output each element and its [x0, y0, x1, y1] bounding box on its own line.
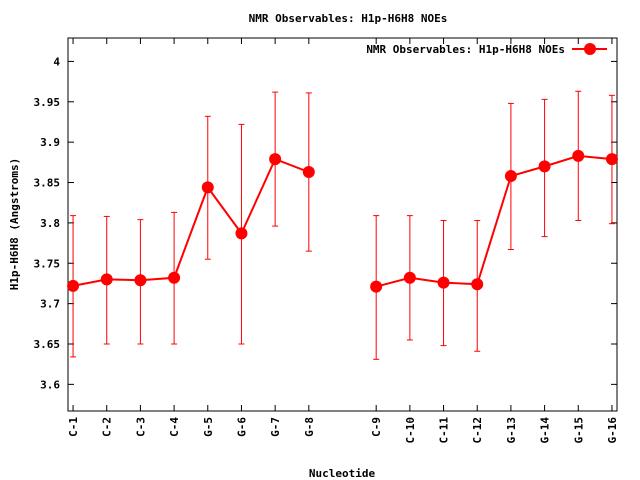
data-point [471, 278, 484, 291]
data-point [100, 273, 113, 286]
y-tick-label: 3.9 [40, 136, 60, 149]
x-tick-label: C-4 [168, 417, 181, 437]
x-tick-label: G-16 [606, 417, 619, 444]
x-tick-label: G-14 [539, 417, 552, 444]
data-point [370, 280, 383, 293]
x-axis-label: Nucleotide [309, 467, 376, 480]
data-point [134, 274, 147, 287]
data-point [538, 160, 551, 173]
data-point [168, 271, 181, 284]
x-tick-label: G-6 [235, 417, 248, 437]
x-tick-label: G-8 [303, 417, 316, 437]
x-tick-label: G-7 [269, 417, 282, 437]
x-tick-label: C-12 [471, 417, 484, 444]
chart-title: NMR Observables: H1p-H6H8 NOEs [249, 12, 448, 25]
data-point [403, 271, 416, 284]
data-point [201, 181, 214, 194]
data-point [605, 153, 618, 166]
x-tick-label: C-2 [101, 417, 114, 437]
data-point [504, 170, 517, 183]
y-tick-label: 4 [53, 55, 60, 68]
y-tick-label: 3.7 [40, 298, 60, 311]
data-point [269, 153, 282, 166]
plot-frame [67, 37, 618, 412]
x-tick-label: G-5 [202, 417, 215, 437]
x-tick-label: C-1 [67, 417, 80, 437]
x-tick-label: C-11 [438, 417, 451, 444]
legend-label: NMR Observables: H1p-H6H8 NOEs [366, 43, 565, 56]
data-point [437, 276, 450, 289]
legend-marker [584, 43, 596, 55]
y-axis-label: H1p-H6H8 (Angstroms) [8, 158, 21, 290]
y-tick-label: 3.65 [34, 338, 61, 351]
x-tick-label: G-15 [572, 417, 585, 444]
series-line [72, 157, 310, 287]
x-tick-label: G-13 [505, 417, 518, 444]
data-point [235, 227, 248, 240]
y-tick-label: 3.8 [40, 217, 60, 230]
x-tick-label: C-3 [134, 417, 147, 437]
y-tick-label: 3.85 [34, 177, 61, 190]
x-tick-label: C-10 [404, 417, 417, 444]
y-tick-label: 3.95 [34, 96, 61, 109]
data-point [67, 279, 80, 292]
data-point [302, 166, 315, 179]
y-tick-label: 3.75 [34, 257, 61, 270]
legend: NMR Observables: H1p-H6H8 NOEs [366, 43, 607, 56]
x-tick-label: C-9 [370, 417, 383, 437]
y-tick-label: 3.6 [40, 378, 60, 391]
data-point [572, 149, 585, 162]
series-line [375, 154, 613, 288]
